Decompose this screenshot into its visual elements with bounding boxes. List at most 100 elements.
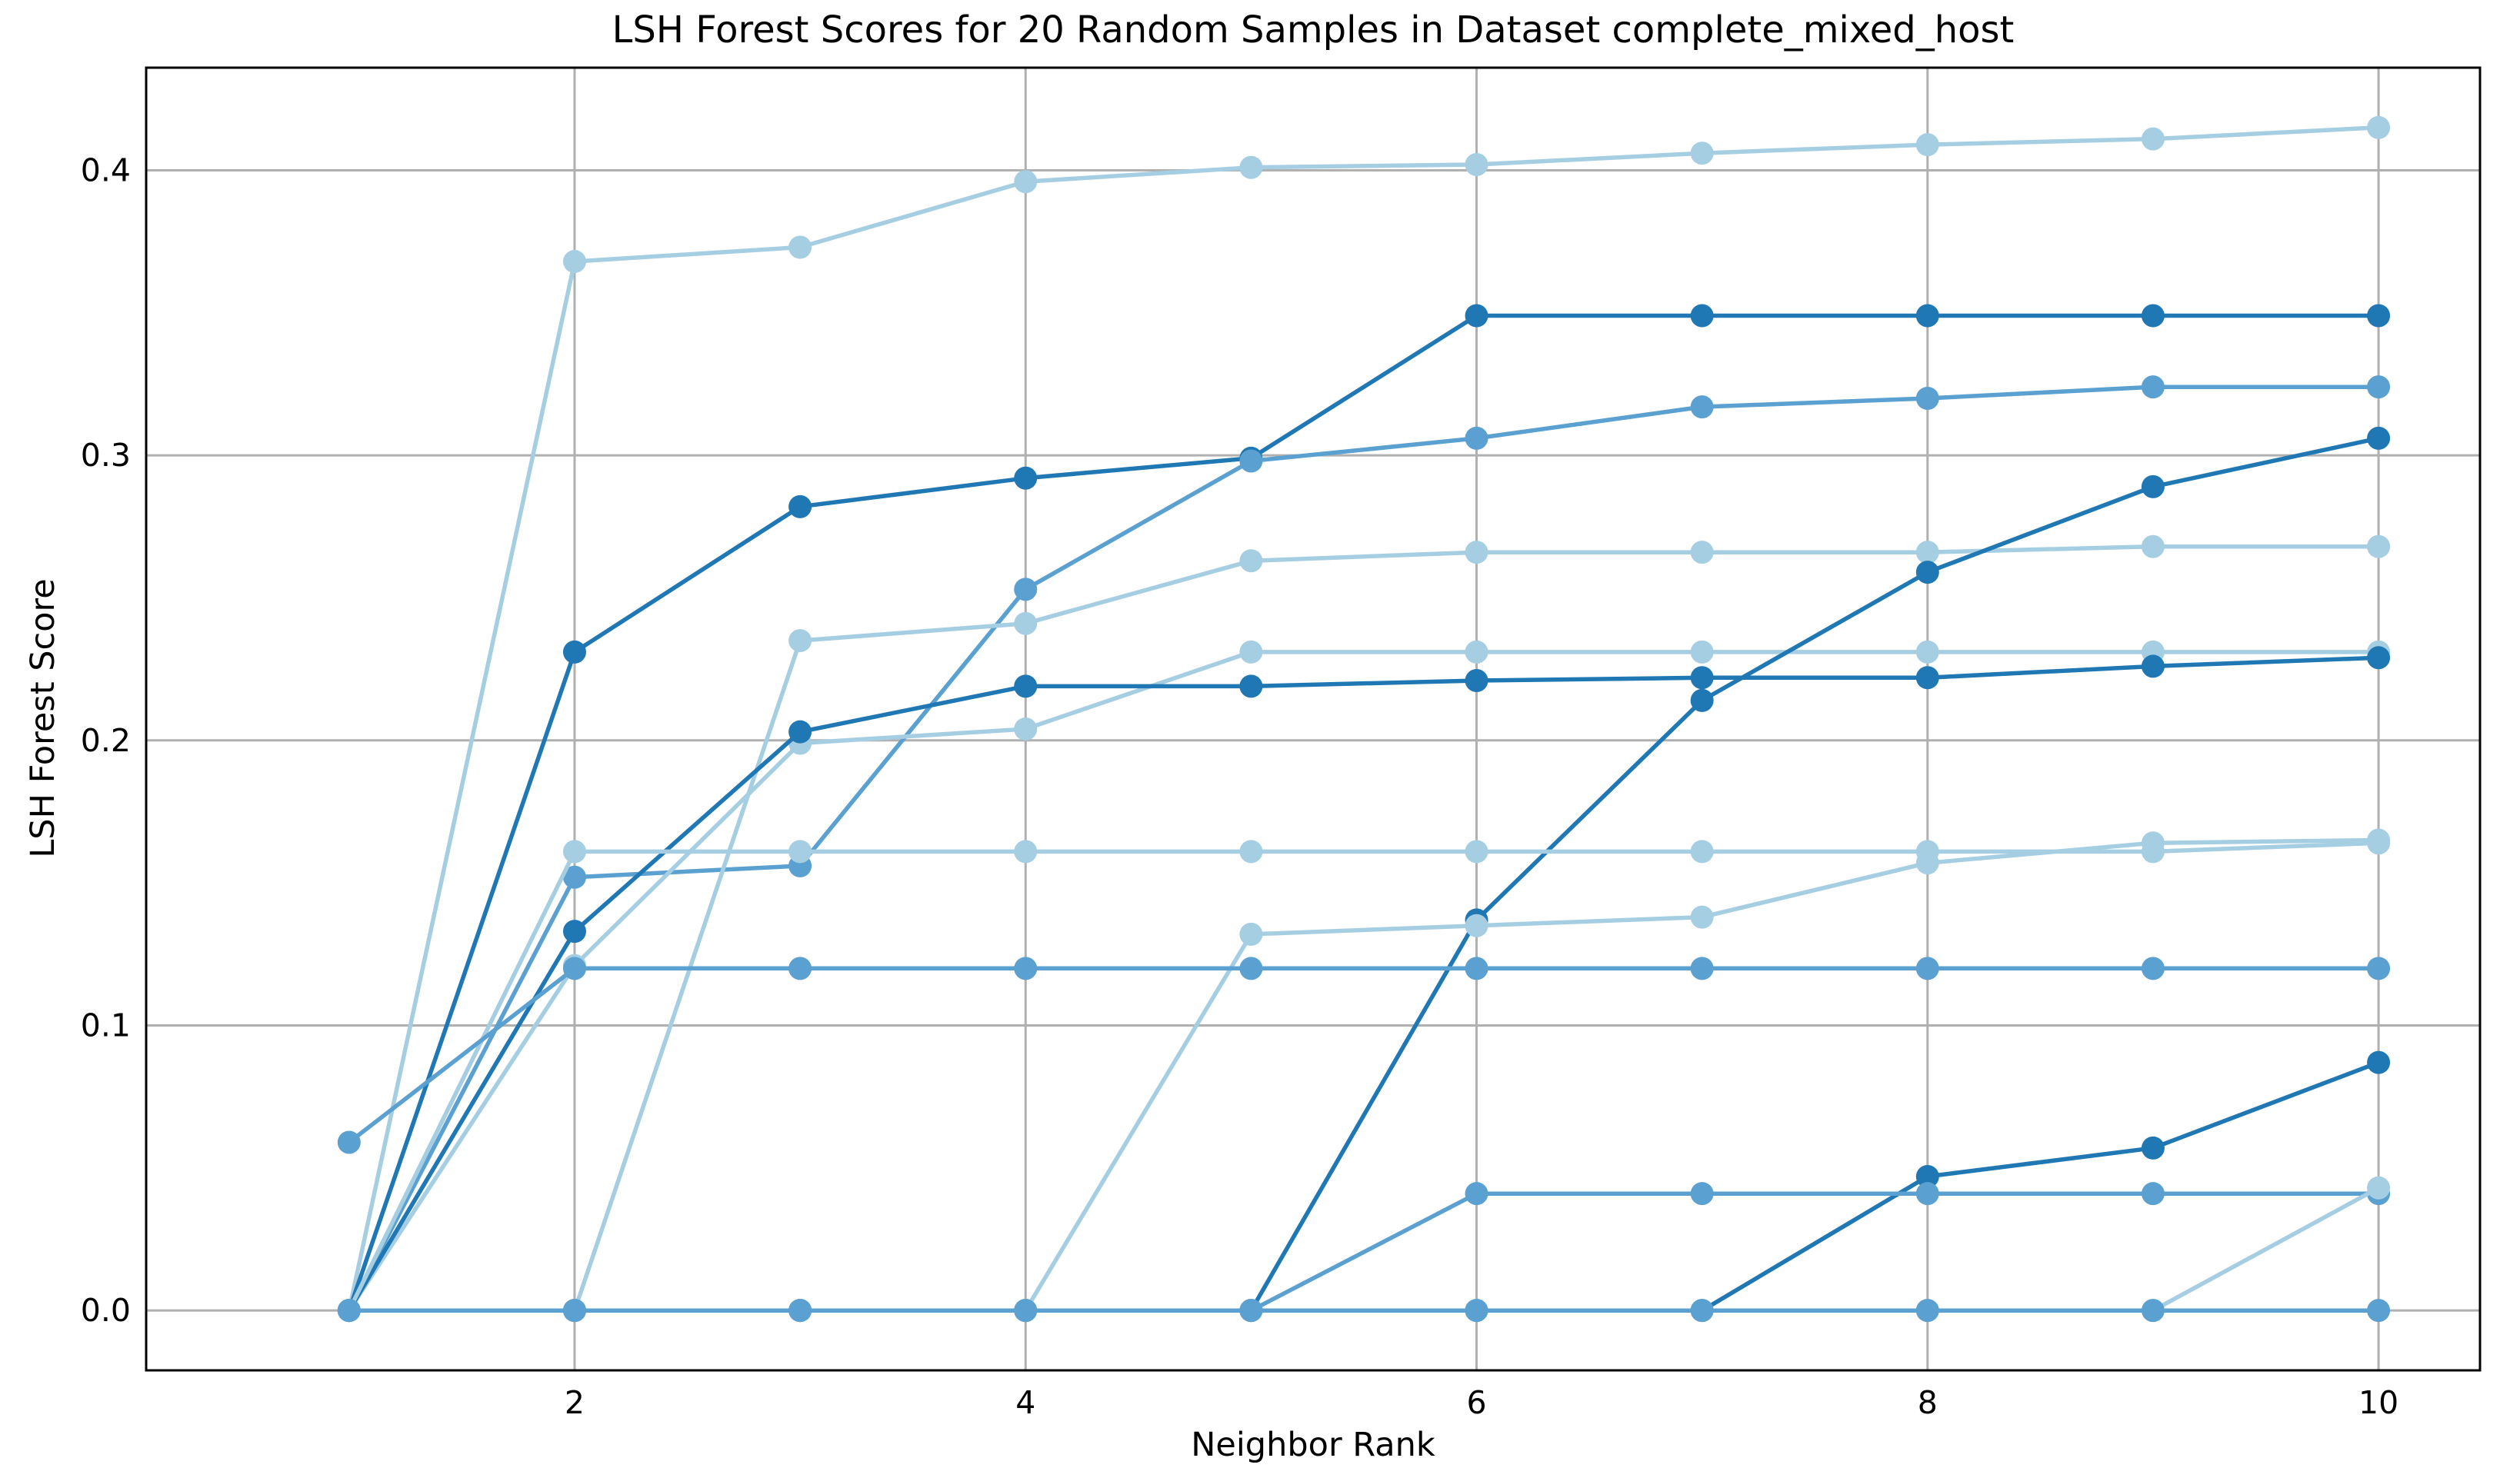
data-point: [2367, 375, 2391, 399]
data-point: [337, 1130, 361, 1154]
data-point: [2367, 957, 2391, 980]
y-tick-label: 0.3: [81, 437, 131, 474]
data-point: [1465, 304, 1488, 328]
y-tick-label: 0.2: [81, 722, 131, 759]
data-point: [1915, 1299, 1939, 1323]
data-point: [788, 494, 812, 518]
data-point: [2367, 115, 2391, 139]
data-point: [1915, 666, 1939, 690]
series-line: [347, 650, 2379, 1312]
x-tick-label: 8: [1918, 1384, 1938, 1421]
data-point: [562, 957, 586, 980]
data-point: [2367, 534, 2391, 558]
data-point: [2141, 654, 2165, 678]
data-point: [1465, 153, 1488, 177]
data-point: [1915, 957, 1939, 980]
series-line: [347, 313, 2379, 1312]
x-axis-label: Neighbor Rank: [1191, 1426, 1435, 1464]
data-point: [1239, 155, 1263, 179]
data-point: [1690, 141, 1714, 165]
data-point: [1465, 640, 1488, 664]
data-point: [1465, 914, 1488, 937]
x-tick-label: 10: [2358, 1384, 2398, 1421]
data-point: [1915, 1182, 1939, 1206]
data-point: [1690, 541, 1714, 564]
data-point: [2367, 1299, 2391, 1323]
data-point: [2141, 831, 2165, 855]
data-point: [562, 840, 586, 864]
data-point: [1915, 561, 1939, 584]
data-point: [2367, 646, 2391, 670]
data-point: [1915, 640, 1939, 664]
data-point: [1915, 386, 1939, 410]
data-point: [1014, 578, 1038, 601]
data-point: [1915, 304, 1939, 328]
data-point: [1465, 1299, 1488, 1323]
plot-area-frame: [145, 66, 2482, 1372]
data-point: [2367, 1176, 2391, 1200]
data-point: [1465, 541, 1488, 564]
data-point: [2141, 127, 2165, 151]
data-point: [1690, 666, 1714, 690]
series-line: [347, 655, 2379, 1312]
data-point: [1014, 466, 1038, 490]
data-point: [337, 1299, 361, 1323]
data-point: [788, 840, 812, 864]
data-point: [1239, 922, 1263, 946]
series-line: [347, 125, 2379, 1311]
series-line: [348, 966, 2379, 1144]
data-point: [2367, 1050, 2391, 1074]
data-point: [2141, 304, 2165, 328]
chart-title: LSH Forest Scores for 20 Random Samples …: [612, 8, 2015, 52]
data-point: [1465, 957, 1488, 980]
data-point: [1014, 611, 1038, 635]
series-1: [337, 115, 2391, 1323]
data-point: [1690, 957, 1714, 980]
y-tick-label: 0.1: [81, 1007, 131, 1044]
data-point: [2141, 957, 2165, 980]
data-point: [1690, 688, 1714, 712]
data-point: [1915, 1164, 1939, 1188]
data-point: [2367, 304, 2391, 328]
data-point: [1465, 1182, 1488, 1206]
data-point: [1239, 449, 1263, 473]
data-point: [1014, 840, 1038, 864]
data-point: [1239, 1299, 1263, 1323]
data-point: [562, 920, 586, 944]
data-point: [562, 865, 586, 889]
data-point: [1014, 674, 1038, 698]
data-point: [1014, 717, 1038, 741]
data-point: [788, 629, 812, 653]
data-point: [1239, 549, 1263, 573]
x-tick-label: 6: [1466, 1384, 1486, 1421]
data-point: [2141, 1136, 2165, 1160]
data-point: [2141, 534, 2165, 558]
data-point: [1465, 668, 1488, 692]
data-point: [1239, 840, 1263, 864]
data-point: [1915, 851, 1939, 875]
series-line: [347, 384, 2379, 1312]
data-point: [1239, 674, 1263, 698]
data-point: [1690, 1299, 1714, 1323]
data-point: [1465, 426, 1488, 450]
data-point: [1690, 304, 1714, 328]
data-point: [788, 235, 812, 259]
x-tick-label: 4: [1015, 1384, 1035, 1421]
y-axis-label: LSH Forest Score: [24, 578, 62, 857]
data-point: [2141, 375, 2165, 399]
series-10: [337, 957, 2391, 1154]
data-point: [788, 720, 812, 744]
data-point: [1014, 170, 1038, 194]
data-point: [1915, 133, 1939, 157]
data-point: [562, 250, 586, 274]
data-point: [1014, 1299, 1038, 1323]
data-point: [1690, 395, 1714, 419]
series-line: [348, 544, 2379, 1313]
data-point: [1014, 957, 1038, 980]
data-point: [2141, 474, 2165, 498]
y-tick-label: 0.0: [81, 1292, 131, 1329]
data-point: [562, 1299, 586, 1323]
